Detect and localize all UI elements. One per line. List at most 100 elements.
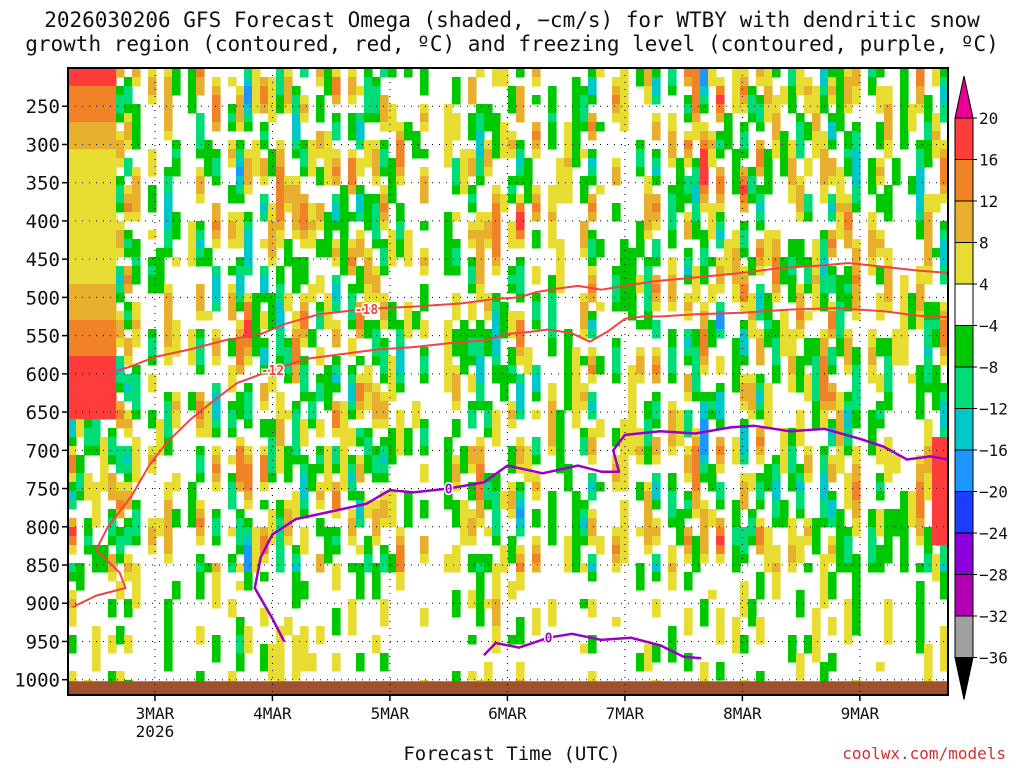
omega-cell [420, 437, 429, 447]
omega-cell [308, 419, 317, 429]
omega-cell [132, 185, 141, 195]
y-tick-label: 800 [26, 517, 60, 539]
omega-cell [444, 473, 453, 483]
omega-cell [340, 455, 349, 465]
omega-cell [108, 266, 117, 276]
omega-cell [884, 464, 893, 474]
omega-cell [292, 230, 301, 240]
omega-cell [580, 356, 589, 366]
omega-cell [740, 347, 749, 357]
omega-cell [308, 392, 317, 402]
omega-cell [772, 284, 781, 294]
omega-cell [652, 491, 661, 501]
omega-cell [372, 266, 381, 276]
omega-cell [876, 131, 885, 141]
omega-cell [340, 428, 349, 438]
omega-cell [364, 113, 373, 123]
omega-cell [276, 239, 285, 249]
omega-cell [316, 500, 325, 510]
omega-cell [852, 122, 861, 132]
omega-cell [188, 221, 197, 231]
omega-cell [796, 194, 805, 204]
omega-cell [676, 518, 685, 528]
omega-cell [796, 419, 805, 429]
omega-cell [740, 302, 749, 312]
omega-cell [940, 509, 948, 519]
omega-cell [84, 545, 93, 555]
omega-cell [636, 68, 645, 78]
omega-cell [940, 113, 948, 123]
omega-cell [484, 311, 493, 321]
omega-cell [388, 491, 397, 501]
omega-cell [812, 122, 821, 132]
omega-cell [492, 428, 501, 438]
omega-cell [572, 122, 581, 132]
omega-cell [812, 653, 821, 663]
omega-cell [740, 230, 749, 240]
omega-cell [612, 176, 621, 186]
omega-cell [828, 347, 837, 357]
omega-cell [324, 374, 333, 384]
omega-cell [636, 527, 645, 537]
omega-cell [732, 284, 741, 294]
omega-cell [884, 635, 893, 645]
omega-cell [292, 590, 301, 600]
omega-cell [924, 248, 933, 258]
omega-cell [588, 239, 597, 249]
omega-cell [396, 545, 405, 555]
omega-cell [740, 446, 749, 456]
omega-cell [92, 221, 101, 231]
omega-cell [444, 131, 453, 141]
omega-cell [500, 383, 509, 393]
omega-cell [684, 374, 693, 384]
omega-cell [68, 131, 77, 141]
omega-cell [940, 446, 948, 456]
omega-cell [276, 185, 285, 195]
omega-cell [780, 275, 789, 285]
omega-cell [100, 464, 109, 474]
y-tick-label: 350 [26, 173, 60, 195]
omega-cell [380, 149, 389, 159]
credit-text[interactable]: coolwx.com/models [842, 744, 1006, 763]
omega-cell [132, 320, 141, 330]
omega-cell [572, 410, 581, 420]
omega-cell [276, 86, 285, 96]
omega-cell [148, 410, 157, 420]
omega-cell [884, 383, 893, 393]
omega-cell [476, 500, 485, 510]
omega-cell [300, 293, 309, 303]
omega-cell [836, 275, 845, 285]
omega-cell [940, 581, 948, 591]
omega-cell [236, 410, 245, 420]
omega-cell [420, 293, 429, 303]
omega-cell [308, 662, 317, 672]
omega-cell [492, 311, 501, 321]
omega-cell [84, 347, 93, 357]
omega-cell [292, 545, 301, 555]
omega-cell [924, 374, 933, 384]
omega-cell [116, 203, 125, 213]
omega-cell [708, 257, 717, 267]
omega-cell [332, 536, 341, 546]
omega-cell [644, 275, 653, 285]
omega-cell [804, 347, 813, 357]
omega-cell [868, 158, 877, 168]
omega-cell [796, 374, 805, 384]
omega-cell [692, 86, 701, 96]
omega-cell [148, 68, 157, 78]
omega-cell [68, 482, 77, 492]
colorbar-swatch [954, 449, 974, 492]
omega-cell [844, 293, 853, 303]
omega-cell [68, 212, 77, 222]
omega-cell [420, 356, 429, 366]
omega-cell [716, 464, 725, 474]
omega-cell [172, 212, 181, 222]
omega-cell [732, 437, 741, 447]
omega-cell [108, 320, 117, 330]
omega-cell [756, 617, 765, 627]
omega-cell [164, 284, 173, 294]
omega-cell [212, 86, 221, 96]
omega-cell [508, 365, 517, 375]
omega-cell [292, 140, 301, 150]
omega-cell [196, 311, 205, 321]
